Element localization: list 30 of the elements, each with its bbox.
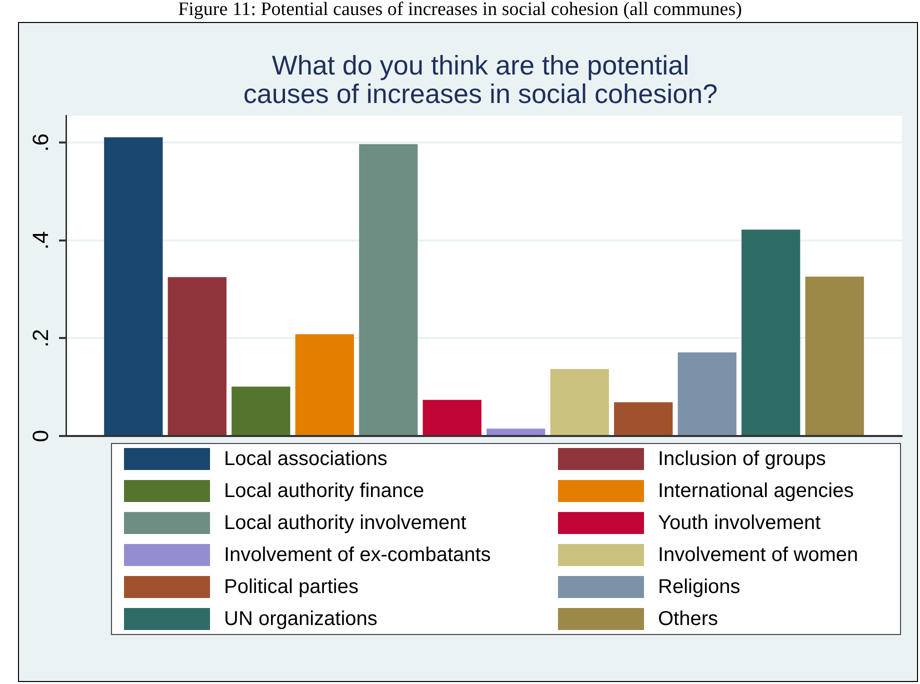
legend-label: Others bbox=[658, 608, 718, 630]
y-tick-label: .6 bbox=[28, 133, 54, 152]
bar bbox=[678, 352, 736, 435]
bar bbox=[422, 400, 482, 435]
legend-label: Involvement of ex-combatants bbox=[224, 544, 491, 566]
bar bbox=[295, 334, 354, 435]
bar bbox=[168, 277, 226, 435]
legend-label: Local authority involvement bbox=[224, 512, 466, 534]
bar bbox=[805, 276, 864, 435]
legend-label: Involvement of women bbox=[658, 544, 858, 566]
legend-label: Inclusion of groups bbox=[658, 448, 826, 470]
bar bbox=[742, 230, 800, 435]
bar bbox=[614, 402, 673, 435]
bar bbox=[486, 428, 546, 435]
legend-label: Youth involvement bbox=[658, 512, 821, 534]
caption: Figure 11: Potential causes of increases in social cohesion (all communes) bbox=[177, 0, 743, 20]
chart-title: What do you think are the potential causes of increases in social cohesion? bbox=[243, 50, 718, 109]
legend-label: International agencies bbox=[658, 480, 854, 502]
bar bbox=[359, 144, 418, 435]
legend-label: UN organizations bbox=[224, 608, 378, 630]
bar bbox=[550, 369, 609, 435]
bar bbox=[104, 137, 163, 435]
y-tick-label: .2 bbox=[28, 329, 54, 348]
legend-label: Political parties bbox=[224, 576, 359, 598]
legend-label: Religions bbox=[658, 576, 740, 598]
y-tick-label: .4 bbox=[28, 231, 54, 250]
bar bbox=[232, 386, 290, 435]
legend-label: Local authority finance bbox=[224, 480, 424, 502]
legend-label: Local associations bbox=[224, 448, 388, 470]
y-tick-label: 0 bbox=[28, 430, 54, 442]
